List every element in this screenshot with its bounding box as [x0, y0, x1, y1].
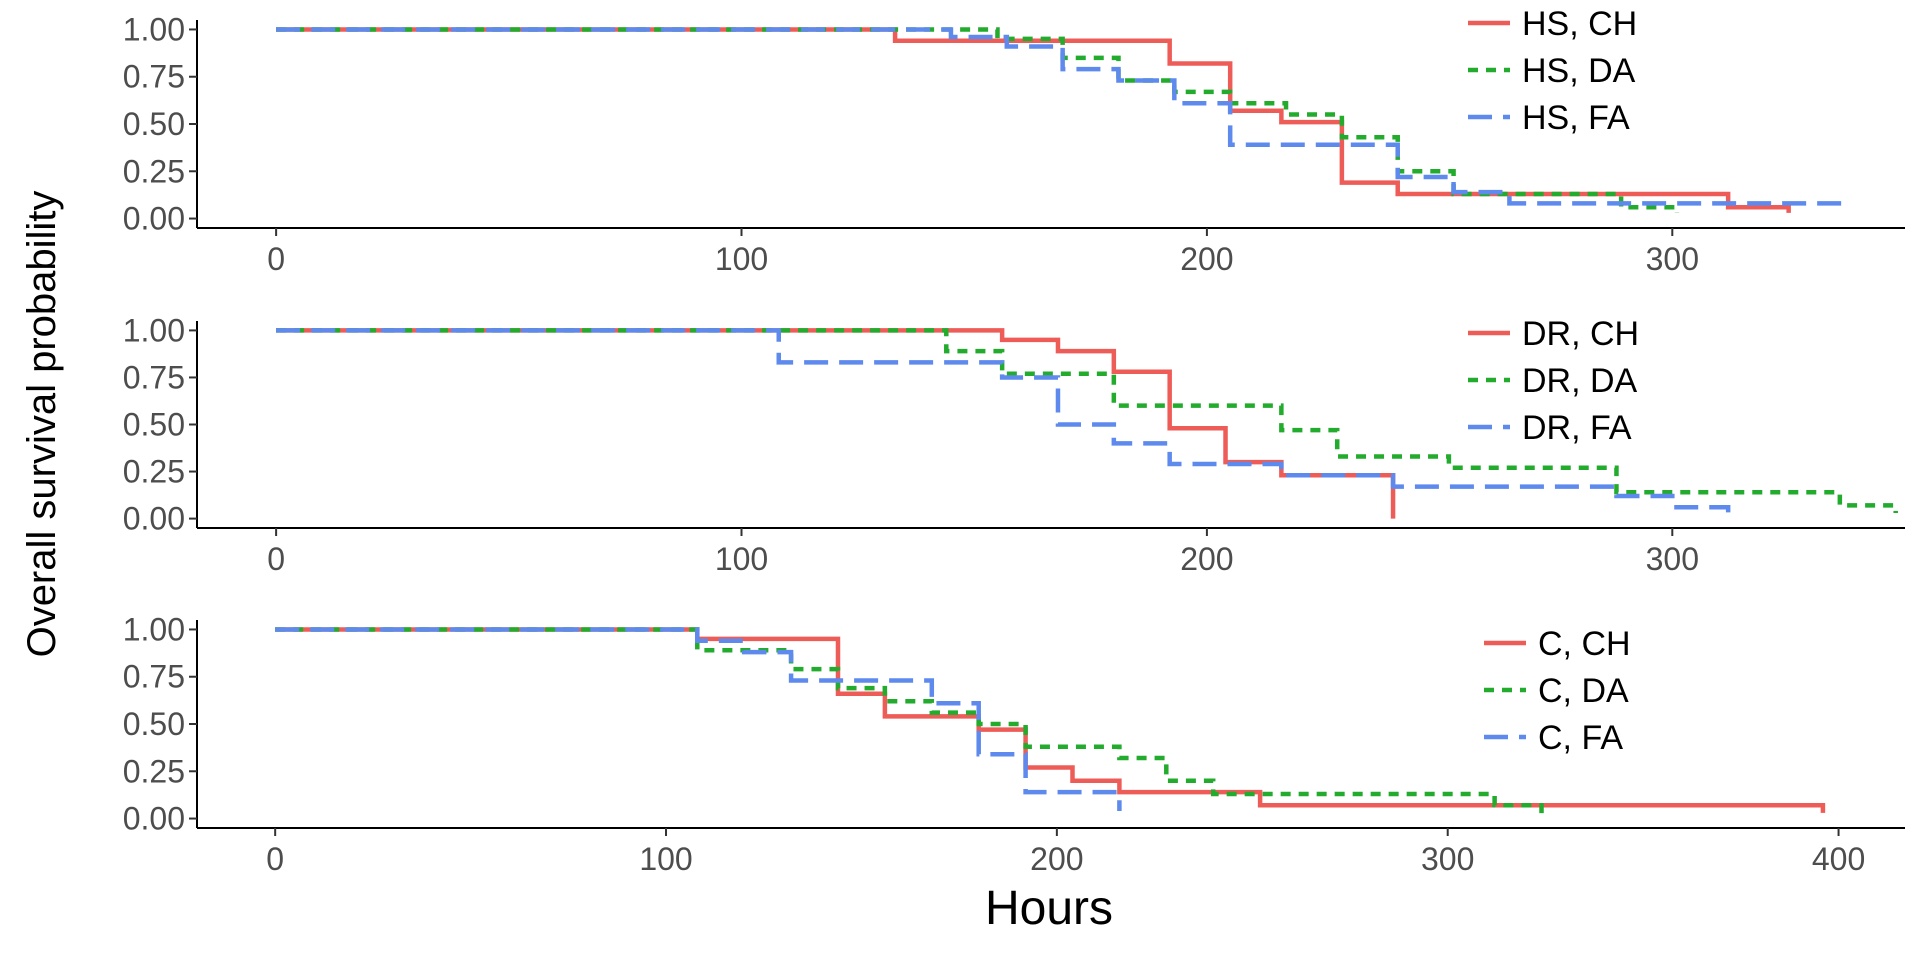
x-tick-label: 200	[1180, 541, 1233, 577]
legend-label: HS, DA	[1522, 52, 1636, 90]
legend-label: C, CH	[1538, 625, 1631, 663]
legend-label: DR, FA	[1522, 409, 1632, 447]
y-tick-label: 0.75	[123, 359, 185, 395]
x-tick-label: 200	[1180, 241, 1233, 277]
y-tick-label: 0.50	[123, 407, 185, 443]
y-tick-label: 0.75	[123, 59, 185, 95]
series-line-ch	[276, 27, 1791, 213]
x-tick-label: 0	[266, 841, 284, 877]
series-line-fa	[276, 27, 1850, 206]
x-tick-label: 300	[1421, 841, 1474, 877]
legend-label: HS, FA	[1522, 99, 1630, 137]
legend-label: DR, CH	[1522, 315, 1639, 353]
y-tick-label: 1.00	[123, 312, 185, 348]
legend: C, CH C, DA C, FA	[1484, 625, 1631, 757]
y-tick-label: 0.50	[123, 106, 185, 142]
x-tick-label: 0	[267, 541, 285, 577]
y-tick-label: 0.00	[123, 501, 185, 537]
legend-label: C, DA	[1538, 672, 1629, 710]
x-axis-title: Hours	[985, 882, 1113, 935]
x-tick-label: 100	[715, 541, 768, 577]
x-tick-label: 400	[1812, 841, 1865, 877]
series-line-fa	[276, 328, 1731, 513]
x-tick-label: 100	[639, 841, 692, 877]
y-tick-label: 0.75	[123, 659, 185, 695]
x-tick-label: 200	[1030, 841, 1083, 877]
y-tick-label: 1.00	[123, 611, 185, 647]
y-tick-label: 0.25	[123, 454, 185, 490]
series-line-da	[276, 27, 1680, 213]
y-tick-label: 0.25	[123, 153, 185, 189]
x-tick-label: 300	[1646, 541, 1699, 577]
legend: HS, CH HS, DA HS, FA	[1468, 5, 1637, 137]
series-line-da	[275, 627, 1544, 815]
y-tick-label: 0.50	[123, 706, 185, 742]
x-tick-label: 0	[267, 241, 285, 277]
series-line-ch	[276, 328, 1396, 519]
legend-label: HS, CH	[1522, 5, 1637, 43]
y-tick-label: 0.00	[123, 801, 185, 837]
y-axis-title: Overall survival probability	[20, 191, 64, 658]
legend-label: C, FA	[1538, 719, 1623, 757]
y-tick-label: 0.25	[123, 753, 185, 789]
legend: DR, CH DR, DA DR, FA	[1468, 315, 1639, 447]
x-tick-label: 300	[1646, 241, 1699, 277]
legend-label: DR, DA	[1522, 362, 1638, 400]
y-tick-label: 0.00	[123, 201, 185, 237]
series-line-da	[276, 328, 1898, 513]
y-tick-label: 1.00	[123, 11, 185, 47]
series-line-fa	[275, 627, 1122, 811]
x-tick-label: 100	[715, 241, 768, 277]
